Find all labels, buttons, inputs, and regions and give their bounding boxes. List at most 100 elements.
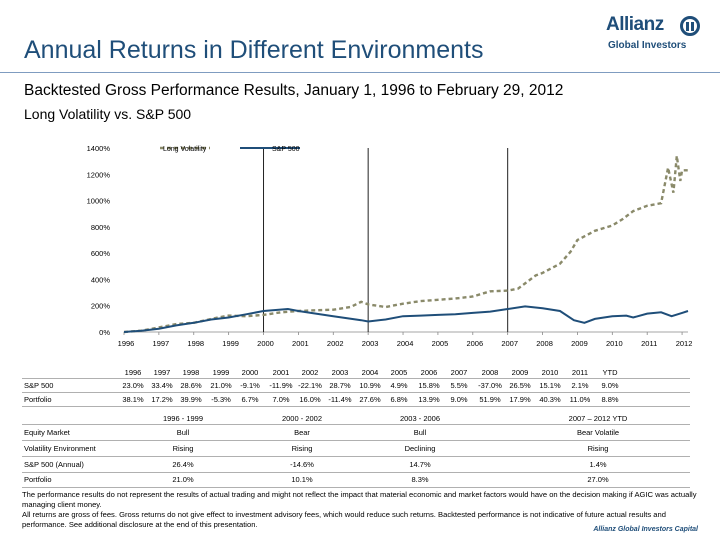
x-tick-label: 1996 — [118, 339, 135, 348]
table-cell-value: 39.9% — [180, 395, 202, 404]
y-tick-label: 400% — [91, 275, 111, 284]
env-cell-value: 8.3% — [411, 475, 429, 484]
env-cell-value: Bull — [176, 428, 190, 437]
table-cell-value: 9.0% — [601, 381, 619, 390]
table-cell-value: 28.7% — [329, 381, 351, 390]
x-tick-label: 2002 — [327, 339, 344, 348]
table-header-year: 1997 — [153, 368, 171, 377]
table-cell-value: 15.1% — [539, 381, 561, 390]
table-cell-value: 6.8% — [390, 395, 408, 404]
env-period-header: 2000 - 2002 — [281, 414, 323, 423]
y-tick-label: 0% — [99, 328, 110, 337]
table-cell-value: 38.1% — [122, 395, 144, 404]
y-tick-label: 800% — [91, 223, 111, 232]
table-cell-value: 17.9% — [509, 395, 531, 404]
logo-wordmark: Allianz — [606, 14, 664, 35]
table-header-year: 2003 — [331, 368, 349, 377]
x-tick-label: 2007 — [501, 339, 518, 348]
x-tick-label: 2008 — [536, 339, 553, 348]
table-header-year: 1999 — [212, 368, 230, 377]
table-cell-value: 21.0% — [210, 381, 232, 390]
env-period-header: 1996 - 1999 — [162, 414, 204, 423]
y-tick-label: 1000% — [87, 197, 111, 206]
table-rule — [22, 487, 690, 488]
table-header-year: 2007 — [450, 368, 468, 377]
env-cell-value: Declining — [404, 444, 436, 453]
env-period-header: 2003 - 2006 — [399, 414, 441, 423]
table-rule — [22, 406, 690, 407]
x-tick-label: 2004 — [397, 339, 414, 348]
table-rule — [22, 392, 690, 393]
env-cell-value: Rising — [291, 444, 313, 453]
table-row-label: Portfolio — [24, 395, 52, 404]
table-cell-value: 11.0% — [569, 395, 591, 404]
table-header-year: YTD — [602, 368, 618, 377]
disclaimer: The performance results do not represent… — [22, 490, 712, 530]
env-cell-value: 26.4% — [172, 460, 194, 469]
env-cell-value: 27.0% — [587, 475, 609, 484]
table-rule — [22, 456, 690, 457]
table-cell-value: -37.0% — [478, 381, 502, 390]
y-tick-label: 200% — [91, 302, 111, 311]
table-header-year: 1998 — [182, 368, 200, 377]
table-header-year: 2011 — [571, 368, 589, 377]
x-tick-label: 2005 — [432, 339, 449, 348]
table-cell-value: -22.1% — [298, 381, 322, 390]
table-header-year: 2000 — [241, 368, 259, 377]
env-cell-value: 14.7% — [409, 460, 431, 469]
table-cell-value: 15.8% — [418, 381, 440, 390]
table-rule — [22, 378, 690, 379]
table-header-year: 2009 — [511, 368, 529, 377]
env-row-label: S&P 500 (Annual) — [24, 460, 84, 469]
y-tick-label: 1400% — [87, 144, 111, 153]
table-cell-value: 4.9% — [390, 381, 408, 390]
table-cell-value: 7.0% — [272, 395, 290, 404]
env-cell-value: Rising — [172, 444, 194, 453]
y-tick-label: 600% — [91, 249, 111, 258]
table-cell-value: 13.9% — [418, 395, 440, 404]
logo-subtitle: Global Investors — [608, 40, 687, 51]
table-cell-value: 2.1% — [571, 381, 589, 390]
disclaimer-line: All returns are gross of fees. Gross ret… — [22, 510, 666, 529]
env-cell-value: Bear — [294, 428, 310, 437]
x-tick-label: 2011 — [641, 339, 657, 348]
x-tick-label: 1998 — [187, 339, 204, 348]
table-cell-value: 28.6% — [180, 381, 202, 390]
x-tick-label: 2001 — [292, 339, 309, 348]
table-cell-value: 33.4% — [151, 381, 173, 390]
env-row-label: Portfolio — [24, 475, 52, 484]
table-header-year: 2008 — [481, 368, 499, 377]
logo-emblem-icon — [680, 16, 700, 36]
table-header-year: 2004 — [361, 368, 379, 377]
env-period-header: 2007 – 2012 YTD — [568, 414, 628, 423]
returns-line-chart: 0% 200% 400% 600% 800% 1000% 1200% 1400% 1996 199… — [87, 144, 693, 348]
table-row-label: S&P 500 — [24, 381, 54, 390]
x-tick-label: 1999 — [222, 339, 239, 348]
y-tick-label: 1200% — [87, 170, 111, 179]
title-divider — [0, 72, 720, 73]
disclaimer-line: The performance results do not represent… — [22, 490, 697, 509]
x-tick-label: 2012 — [676, 339, 693, 348]
env-cell-value: Bear Volatile — [576, 428, 620, 437]
table-cell-value: 23.0% — [122, 381, 144, 390]
table-cell-value: 10.9% — [359, 381, 381, 390]
env-cell-value: Bull — [413, 428, 427, 437]
footer-brand: Allianz Global Investors Capital — [593, 526, 698, 533]
env-row-label: Volatility Environment — [24, 444, 96, 453]
x-tick-label: 2010 — [606, 339, 623, 348]
table-cell-value: 16.0% — [299, 395, 321, 404]
brand-logo: Allianz Global Investors — [598, 14, 708, 60]
table-rule — [22, 440, 690, 441]
env-cell-value: Rising — [587, 444, 609, 453]
table-cell-value: -9.1% — [240, 381, 260, 390]
table-header-year: 2005 — [390, 368, 408, 377]
table-cell-value: 40.3% — [539, 395, 561, 404]
x-tick-label: 2000 — [257, 339, 274, 348]
page-title: Annual Returns in Different Environments — [24, 36, 484, 64]
x-tick-label: 2009 — [571, 339, 588, 348]
series-line-sp500 — [123, 305, 689, 333]
table-cell-value: 8.8% — [601, 395, 619, 404]
env-cell-value: 1.4% — [589, 460, 607, 469]
table-rule — [22, 472, 690, 473]
env-cell-value: -14.6% — [290, 460, 314, 469]
